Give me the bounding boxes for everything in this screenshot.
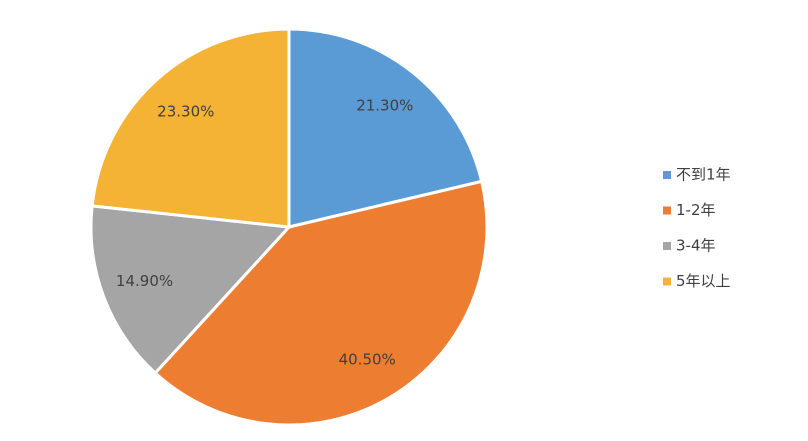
pie-slice	[89, 204, 293, 376]
legend-marker	[663, 171, 671, 179]
data-label: 40.50%	[339, 351, 396, 369]
legend-label: 不到1年	[676, 166, 731, 184]
legend-marker	[663, 277, 671, 286]
pie-slice	[287, 27, 484, 229]
legend-marker	[663, 206, 671, 215]
data-label: 21.30%	[356, 96, 413, 114]
legend-marker	[663, 242, 671, 250]
legend-label: 3-4年	[676, 237, 716, 255]
legend-label: 1-2年	[676, 201, 716, 219]
data-label: 14.90%	[116, 272, 173, 290]
legend-label: 5年以上	[676, 272, 731, 290]
pie-slice	[90, 27, 291, 229]
data-label: 23.30%	[157, 103, 214, 121]
pie-slice	[153, 179, 489, 427]
